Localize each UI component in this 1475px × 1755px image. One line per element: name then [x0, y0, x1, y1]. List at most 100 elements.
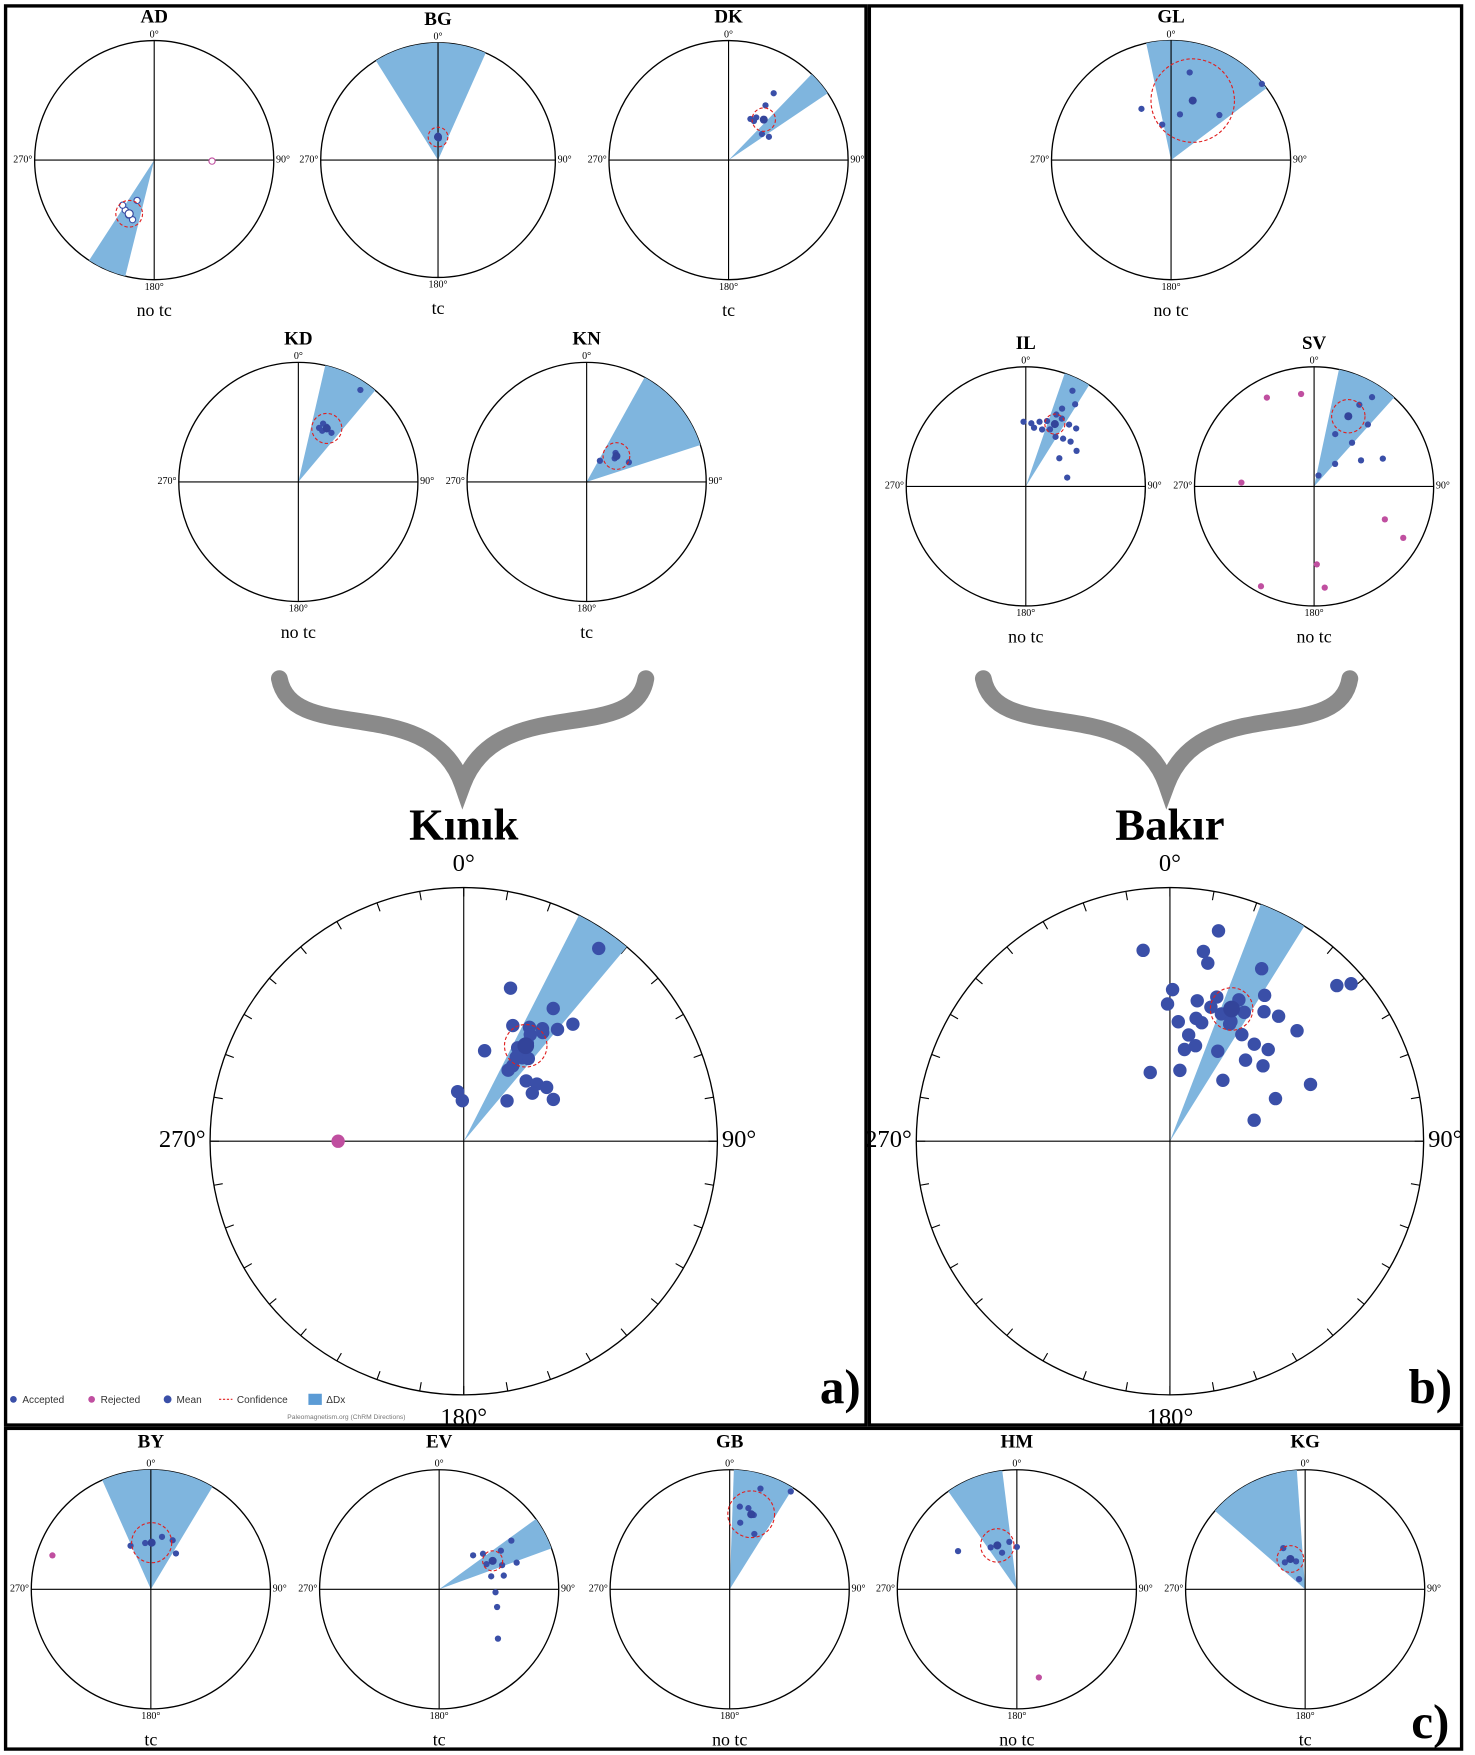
mean-point	[323, 424, 331, 432]
site-note: no tc	[281, 622, 316, 642]
accepted-point	[1201, 956, 1214, 969]
accepted-point	[1211, 1045, 1224, 1058]
accepted-point	[771, 90, 777, 96]
legend-label: Rejected	[101, 1395, 141, 1406]
direction-label: 270°	[1164, 1584, 1183, 1595]
accepted-point	[526, 1086, 539, 1099]
accepted-point	[1020, 419, 1026, 425]
mean-point	[125, 210, 133, 218]
direction-label: 90°	[1436, 481, 1450, 492]
direction-label: 90°	[722, 1126, 756, 1153]
panel-label: c)	[1411, 1694, 1449, 1749]
accepted-point	[1056, 455, 1062, 461]
accepted-point	[547, 1002, 560, 1015]
rejected-point	[1382, 516, 1388, 522]
direction-label: 180°	[1007, 1711, 1026, 1722]
accepted-point	[500, 1094, 513, 1107]
direction-label: 90°	[558, 154, 572, 165]
site-title: KG	[1290, 1431, 1320, 1452]
accepted-point	[1066, 421, 1072, 427]
direction-label: 90°	[1428, 1126, 1462, 1153]
accepted-point	[1197, 945, 1210, 958]
site-title: KN	[572, 328, 601, 349]
site-title: KD	[284, 328, 312, 349]
accepted-point	[999, 1550, 1005, 1556]
rejected-point	[1036, 1674, 1042, 1680]
accepted-point	[1216, 1074, 1229, 1087]
legend-label: Accepted	[22, 1395, 64, 1406]
direction-label: 0°	[1167, 29, 1176, 40]
direction-label: 270°	[588, 154, 607, 165]
direction-label: 0°	[435, 1458, 444, 1469]
accepted-point	[1344, 977, 1357, 990]
accepted-point	[1195, 1016, 1208, 1029]
legend-symbol	[308, 1394, 321, 1405]
site-note: no tc	[1008, 626, 1043, 646]
direction-label: 90°	[1148, 481, 1162, 492]
accepted-point	[1073, 425, 1079, 431]
direction-label: 180°	[577, 604, 596, 615]
site-note: no tc	[1296, 626, 1331, 646]
legend-label: Confidence	[237, 1395, 288, 1406]
accepted-point	[1073, 448, 1079, 454]
legend-symbol	[88, 1396, 95, 1403]
accepted-point	[1067, 438, 1073, 444]
accepted-point	[1272, 1009, 1285, 1022]
accepted-point	[1255, 962, 1268, 975]
panel-label: b)	[1408, 1359, 1452, 1414]
accepted-point	[1039, 426, 1045, 432]
direction-label: 270°	[885, 481, 904, 492]
accepted-point	[1330, 979, 1343, 992]
group-title: Kınık	[409, 800, 518, 850]
accepted-point	[501, 1572, 507, 1578]
mean-point	[993, 1541, 1001, 1549]
direction-label: 0°	[453, 850, 475, 877]
direction-label: 180°	[440, 1404, 487, 1431]
rejected-point	[1314, 561, 1320, 567]
accepted-point	[766, 134, 772, 140]
mean-point	[1051, 420, 1059, 428]
accepted-point	[170, 1537, 176, 1543]
accepted-point	[551, 1023, 564, 1036]
accepted-point	[1177, 111, 1183, 117]
site-title: AD	[140, 7, 167, 28]
mean-point	[148, 1539, 156, 1547]
direction-label: 270°	[157, 476, 176, 487]
direction-label: 90°	[276, 154, 290, 165]
accepted-point	[737, 1504, 743, 1510]
accepted-point	[1172, 1015, 1185, 1028]
site-note: no tc	[999, 1729, 1034, 1749]
direction-label: 90°	[850, 154, 864, 165]
mean-point	[612, 452, 620, 460]
direction-label: 180°	[141, 1711, 160, 1722]
direction-label: 270°	[159, 1126, 206, 1153]
site-note: tc	[580, 622, 593, 642]
rejected-point	[1238, 479, 1244, 485]
site-title: DK	[714, 7, 743, 28]
direction-label: 270°	[10, 1584, 29, 1595]
accepted-point	[1069, 388, 1075, 394]
accepted-point	[1248, 1037, 1261, 1050]
accepted-point	[1380, 456, 1386, 462]
rejected-point	[1322, 584, 1328, 590]
accepted-point	[1036, 419, 1042, 425]
accepted-point	[1138, 106, 1144, 112]
accepted-point	[1189, 1039, 1202, 1052]
accepted-point	[508, 1537, 514, 1543]
legend-symbol	[164, 1395, 172, 1403]
mean-point	[760, 116, 768, 124]
accepted-point	[1064, 474, 1070, 480]
direction-label: 90°	[1427, 1584, 1441, 1595]
rejected-point	[1264, 394, 1270, 400]
direction-label: 90°	[1139, 1584, 1153, 1595]
accepted-point	[142, 1540, 148, 1546]
accepted-point	[1173, 1064, 1186, 1077]
direction-label: 180°	[289, 604, 308, 615]
brace	[279, 679, 646, 785]
mean-point	[1344, 412, 1352, 420]
accepted-point	[1257, 1005, 1270, 1018]
legend-symbol	[10, 1396, 17, 1403]
accepted-point	[1166, 983, 1179, 996]
direction-label: 0°	[582, 351, 591, 362]
accepted-point	[1290, 1024, 1303, 1037]
